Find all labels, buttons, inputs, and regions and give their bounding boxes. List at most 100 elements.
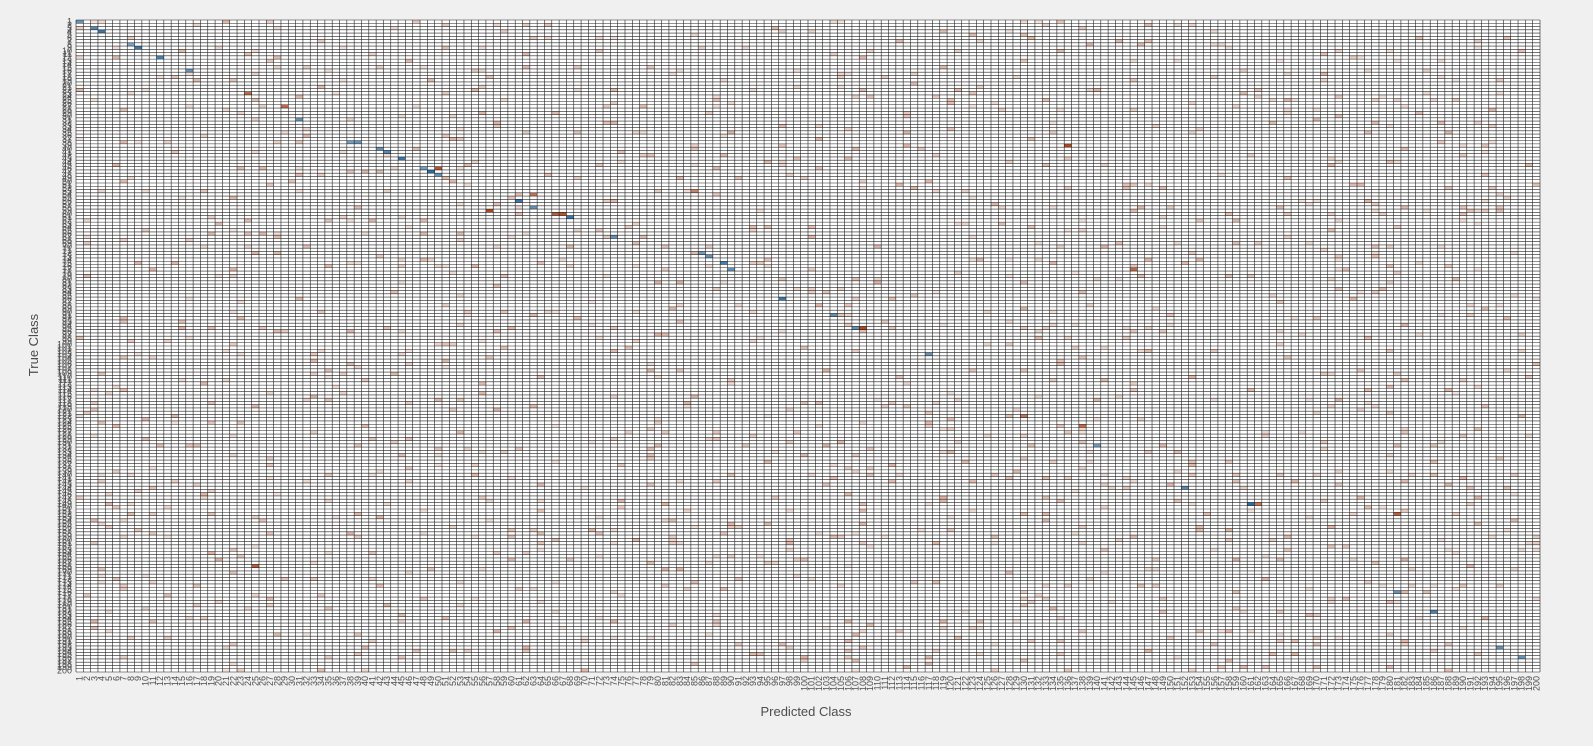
cell-low-count	[910, 186, 918, 190]
cell-low-count	[529, 587, 538, 591]
x-tick-label: 153	[1187, 676, 1197, 691]
cell-misclassified	[244, 91, 252, 95]
cell-low-count	[1247, 274, 1255, 278]
cell-low-count	[1393, 372, 1401, 376]
cell-low-count	[1217, 42, 1226, 47]
x-tick-label: 120	[946, 676, 956, 691]
cell-low-count	[332, 91, 340, 95]
cell-low-count	[537, 509, 545, 513]
cell-low-count	[105, 629, 113, 633]
cell-low-count	[1496, 78, 1504, 82]
cell-low-count	[1283, 212, 1292, 216]
y-tick-label: 103	[57, 349, 72, 359]
x-tick-label: 6	[111, 676, 121, 681]
cell-low-count	[1174, 450, 1182, 454]
x-tick-label: 129	[1012, 676, 1022, 691]
x-tick-label: 141	[1099, 676, 1109, 691]
cell-low-count	[1452, 512, 1460, 516]
cell-low-count	[632, 310, 640, 314]
cell-low-count	[815, 124, 823, 128]
y-tick-label: 67	[62, 232, 72, 242]
cell-low-count	[603, 104, 611, 109]
cell-correct	[829, 313, 838, 317]
cell-low-count	[478, 450, 486, 454]
y-tick-label: 118	[58, 398, 72, 408]
cell-low-count	[1393, 160, 1401, 164]
y-tick-label: 28	[62, 105, 72, 115]
cell-low-count	[1510, 473, 1519, 477]
x-tick-label: 124	[975, 676, 985, 691]
cell-low-count	[302, 244, 311, 249]
cell-low-count	[1327, 277, 1336, 281]
cell-low-count	[1225, 212, 1233, 216]
cell-low-count	[1357, 368, 1365, 373]
cell-low-count	[581, 636, 589, 640]
cell-low-count	[712, 104, 721, 109]
cell-low-count	[595, 336, 604, 340]
y-tick-label: 51	[62, 180, 72, 190]
cell-low-count	[1042, 583, 1050, 588]
cell-low-count	[90, 407, 98, 412]
cell-low-count	[1078, 525, 1087, 529]
cell-low-count	[1071, 489, 1079, 493]
x-tick-label: 146	[1136, 676, 1146, 691]
cell-low-count	[866, 49, 874, 53]
cell-low-count	[1474, 267, 1482, 272]
cell-low-count	[1269, 98, 1277, 102]
cell-low-count	[1378, 287, 1387, 291]
cell-low-count	[507, 528, 516, 532]
x-tick-label: 180	[1385, 676, 1395, 691]
cell-low-count	[1269, 293, 1277, 298]
cell-low-count	[1232, 557, 1240, 562]
y-tick-label: 60	[62, 209, 72, 219]
cell-low-count	[112, 469, 120, 474]
cell-low-count	[1400, 509, 1409, 513]
cell-low-count	[485, 499, 494, 503]
x-tick-label: 125	[982, 676, 992, 691]
cell-low-count	[1195, 528, 1204, 532]
cell-low-count	[1313, 117, 1321, 122]
y-tick-label: 92	[62, 313, 72, 323]
cell-low-count	[844, 655, 852, 659]
cell-low-count	[456, 202, 464, 206]
cell-low-count	[398, 352, 406, 356]
cell-low-count	[339, 46, 347, 50]
cell-low-count	[581, 639, 589, 643]
cell-low-count	[1188, 668, 1196, 672]
cell-low-count	[507, 235, 516, 239]
cell-low-count	[244, 231, 252, 236]
cell-low-count	[317, 593, 325, 598]
cell-low-count	[1239, 610, 1248, 614]
cell-low-count	[1525, 163, 1533, 167]
cell-low-count	[844, 303, 852, 307]
cell-low-count	[1005, 257, 1013, 262]
y-tick-label: 19	[62, 75, 72, 85]
cell-low-count	[149, 531, 157, 536]
cell-low-count	[764, 257, 772, 262]
x-tick-label: 144	[1121, 676, 1131, 691]
cell-low-count	[859, 329, 867, 333]
cell-low-count	[705, 561, 713, 565]
cell-low-count	[193, 482, 201, 487]
cell-low-count	[925, 411, 933, 415]
x-tick-label: 84	[682, 676, 692, 686]
cell-low-count	[1100, 570, 1109, 575]
cell-low-count	[690, 580, 699, 584]
cell-low-count	[1078, 466, 1087, 470]
cell-low-count	[493, 551, 501, 555]
cell-low-count	[412, 104, 421, 109]
x-tick-label: 179	[1378, 676, 1388, 691]
x-tick-label: 165	[1275, 676, 1285, 691]
cell-low-count	[1437, 140, 1445, 144]
cell-low-count	[1012, 407, 1021, 412]
y-tick-label: 179	[57, 597, 72, 607]
y-tick-label: 48	[62, 170, 72, 180]
cell-low-count	[354, 632, 362, 637]
cell-low-count	[171, 414, 179, 418]
x-tick-label: 65	[543, 676, 553, 686]
x-tick-label: 61	[514, 676, 524, 686]
cell-low-count	[859, 509, 867, 513]
cell-low-count	[1444, 130, 1453, 135]
cell-low-count	[1232, 473, 1240, 477]
cell-low-count	[266, 463, 274, 467]
